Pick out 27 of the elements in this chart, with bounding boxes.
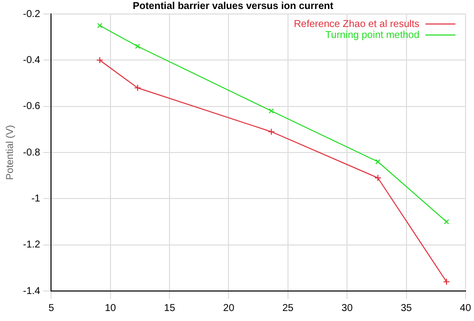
x-tick-label: 20 — [223, 302, 235, 314]
x-tick-label: 30 — [342, 302, 354, 314]
y-tick-label: -1.4 — [22, 286, 41, 297]
y-tick-label: -0.4 — [22, 54, 41, 66]
y-tick-label: -0.2 — [22, 8, 41, 20]
legend-label: Reference Zhao et al results — [294, 18, 420, 30]
y-tick-label: -1.2 — [22, 240, 41, 251]
point — [268, 108, 274, 114]
point — [444, 219, 450, 224]
point — [375, 159, 380, 164]
x-tick-label: 35 — [400, 302, 412, 314]
x-tick-label: 5 — [48, 302, 54, 314]
point — [134, 84, 142, 92]
point — [135, 44, 140, 49]
y-tick-label: -1 — [31, 193, 41, 204]
y-tick-label: -0.6 — [22, 101, 41, 112]
y-tick-label: -0.8 — [22, 147, 41, 158]
legend-label: Turning point method — [325, 30, 420, 41]
x-tick-label: 15 — [164, 302, 176, 314]
point — [374, 174, 382, 182]
x-tick-label: 10 — [104, 302, 116, 314]
y-axis-title: Potential (V) — [4, 124, 16, 180]
x-tick-label: 40 — [460, 302, 472, 314]
chart-title: Potential barrier values versus ion current — [132, 0, 334, 12]
point — [97, 22, 102, 28]
point — [268, 128, 275, 136]
x-tick-label: 25 — [282, 302, 294, 314]
